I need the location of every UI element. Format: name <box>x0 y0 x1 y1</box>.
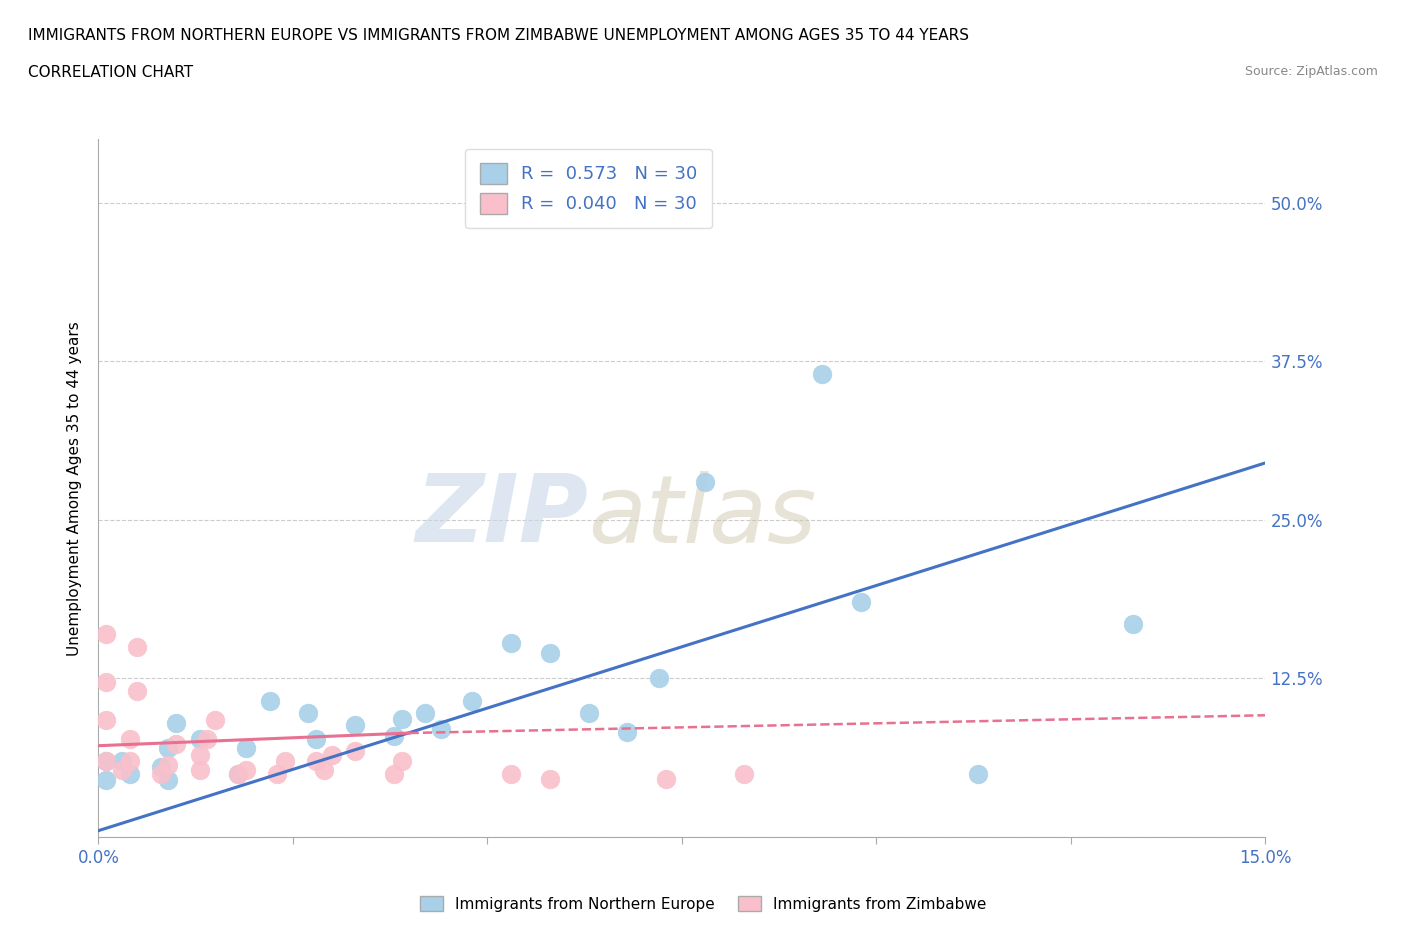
Point <box>274 753 297 768</box>
Point <box>96 753 118 768</box>
Point <box>695 474 717 489</box>
Text: atlas: atlas <box>589 471 817 562</box>
Point <box>578 705 600 720</box>
Point <box>499 635 522 650</box>
Point <box>188 763 211 777</box>
Point <box>127 639 149 654</box>
Point <box>538 645 561 660</box>
Point <box>391 711 413 726</box>
Point <box>733 766 755 781</box>
Point <box>461 694 484 709</box>
Point <box>413 705 436 720</box>
Point <box>149 760 172 775</box>
Text: IMMIGRANTS FROM NORTHERN EUROPE VS IMMIGRANTS FROM ZIMBABWE UNEMPLOYMENT AMONG A: IMMIGRANTS FROM NORTHERN EUROPE VS IMMIG… <box>28 28 969 43</box>
Point <box>655 771 678 786</box>
Point <box>266 766 288 781</box>
Point <box>111 753 134 768</box>
Text: ZIP: ZIP <box>416 471 589 562</box>
Point <box>96 773 118 788</box>
Point <box>204 713 226 728</box>
Point <box>195 732 218 747</box>
Text: Source: ZipAtlas.com: Source: ZipAtlas.com <box>1244 65 1378 78</box>
Point <box>96 713 118 728</box>
Legend: Immigrants from Northern Europe, Immigrants from Zimbabwe: Immigrants from Northern Europe, Immigra… <box>413 889 993 918</box>
Point <box>429 722 451 737</box>
Point <box>228 766 250 781</box>
Point <box>188 732 211 747</box>
Point <box>321 747 343 762</box>
Point <box>305 732 328 747</box>
Point <box>118 766 141 781</box>
Point <box>127 684 149 698</box>
Point <box>188 747 211 762</box>
Point <box>382 766 405 781</box>
Point <box>647 671 669 686</box>
Point <box>811 366 834 381</box>
Point <box>312 763 335 777</box>
Point <box>849 595 872 610</box>
Point <box>157 773 180 788</box>
Point <box>391 753 413 768</box>
Point <box>538 771 561 786</box>
Point <box>157 757 180 772</box>
Point <box>259 694 281 709</box>
Point <box>118 753 141 768</box>
Point <box>305 753 328 768</box>
Point <box>235 741 257 756</box>
Point <box>96 753 118 768</box>
Point <box>616 724 638 739</box>
Point <box>157 741 180 756</box>
Point <box>96 675 118 690</box>
Legend: R =  0.573   N = 30, R =  0.040   N = 30: R = 0.573 N = 30, R = 0.040 N = 30 <box>465 149 711 228</box>
Point <box>96 627 118 642</box>
Point <box>499 766 522 781</box>
Point <box>1122 617 1144 631</box>
Point <box>344 718 367 733</box>
Point <box>111 763 134 777</box>
Point <box>165 737 187 751</box>
Point <box>235 763 257 777</box>
Point <box>118 732 141 747</box>
Point <box>344 743 367 758</box>
Point <box>382 728 405 743</box>
Y-axis label: Unemployment Among Ages 35 to 44 years: Unemployment Among Ages 35 to 44 years <box>67 321 83 656</box>
Point <box>297 705 319 720</box>
Point <box>149 766 172 781</box>
Point <box>228 766 250 781</box>
Point <box>165 715 187 730</box>
Point <box>966 766 988 781</box>
Text: CORRELATION CHART: CORRELATION CHART <box>28 65 193 80</box>
